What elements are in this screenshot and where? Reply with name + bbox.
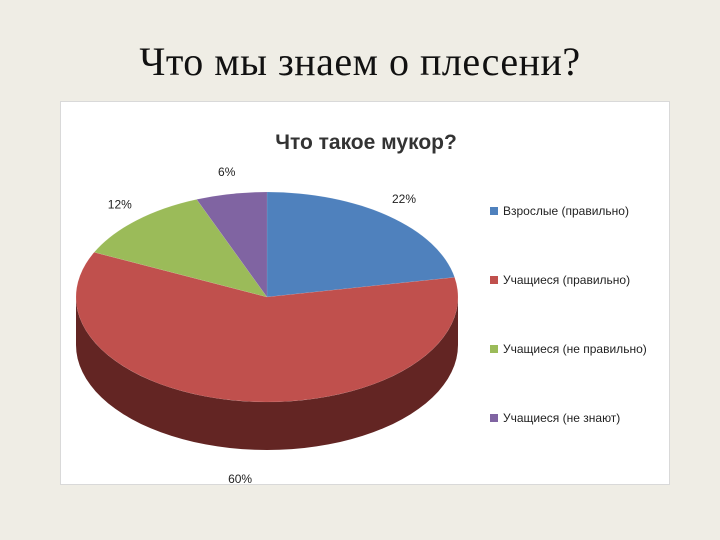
legend-label-взрослые-правильно: Взрослые (правильно) (503, 204, 629, 218)
pie-chart: Что такое мукор? 22% 60% 12% 6% Взрослые (п… (75, 131, 647, 486)
pie-slice-учащиеся-не-правильно (93, 199, 268, 298)
legend: Взрослые (правильно) Учащиеся (правильно)… (490, 204, 647, 425)
data-label-взрослые-правильно: 22% (392, 192, 416, 206)
legend-label-учащиеся-не-правильно: Учащиеся (не правильно) (503, 342, 647, 356)
pie-group: 22% 60% 12% 6% (75, 165, 459, 486)
legend-swatch-учащиеся-не-знают (490, 414, 498, 422)
legend-swatch-учащиеся-не-правильно (490, 345, 498, 353)
pie-slice-учащиеся-правильно (75, 252, 459, 403)
legend-label-учащиеся-не-знают: Учащиеся (не знают) (503, 411, 620, 425)
data-label-учащиеся-не-знают: 6% (218, 165, 236, 179)
legend-label-учащиеся-правильно: Учащиеся (правильно) (503, 273, 630, 287)
chart-title: Что такое мукор? (275, 131, 457, 154)
pie-slice-взрослые-правильно (266, 191, 455, 298)
pie-slice-учащиеся-не-знают (196, 191, 268, 298)
data-label-учащиеся-правильно: 60% (228, 472, 252, 486)
legend-swatch-учащиеся-правильно (490, 276, 498, 284)
slide-title: Что мы знаем о плесени? (139, 39, 581, 84)
chart-frame: Что такое мукор? 22% 60% 12% 6% Взрослые (п… (60, 101, 670, 486)
data-label-учащиеся-не-правильно: 12% (108, 197, 132, 211)
pie-side-учащиеся-правильно (76, 297, 458, 450)
legend-swatch-взрослые-правильно (490, 207, 498, 215)
